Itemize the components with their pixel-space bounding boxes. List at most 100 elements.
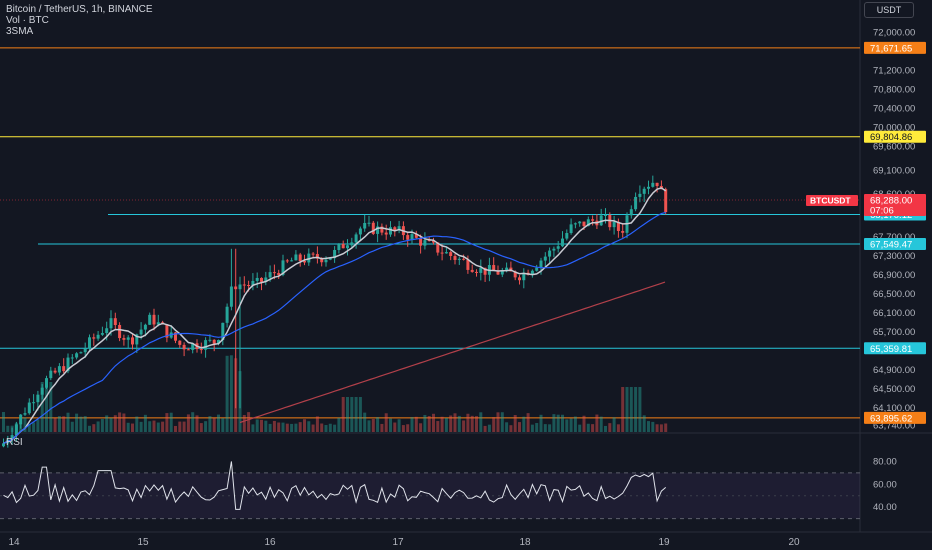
volume-bar [664, 423, 668, 432]
horizontal-levels[interactable] [0, 47, 860, 419]
candle-body [591, 219, 595, 221]
volume-bar [479, 412, 483, 432]
candle-body [397, 226, 401, 231]
volume-bar [401, 425, 405, 432]
current-price-badge[interactable] [864, 194, 926, 216]
candle-body [642, 188, 646, 194]
rsi-legend[interactable]: RSI [6, 437, 23, 448]
level-price-badge[interactable] [864, 130, 926, 143]
volume-bar [616, 424, 620, 432]
volume-bar [57, 416, 61, 432]
candle-body [32, 402, 36, 404]
volume-bar [62, 416, 66, 432]
volume-bar [290, 423, 294, 432]
volume-bar [294, 423, 298, 432]
volume-bar [539, 414, 543, 432]
candle-body [191, 343, 195, 350]
volume-bar [2, 412, 5, 432]
candle-body [543, 256, 547, 261]
candle-body [629, 209, 633, 216]
candle-body [513, 271, 517, 278]
level-price-label: 63,895.62 [870, 413, 912, 424]
rsi-pane[interactable] [0, 461, 860, 520]
candle-body [358, 228, 362, 235]
volume-bar [513, 414, 517, 432]
currency-button[interactable]: USDT [864, 2, 914, 18]
level-price-badge[interactable] [864, 238, 926, 251]
volume-bar [552, 414, 556, 432]
candle-body [217, 340, 220, 344]
candle-body [264, 277, 268, 282]
candle-body [40, 387, 44, 395]
candle-body [88, 337, 91, 349]
volume-bar [242, 414, 246, 432]
volume-bar [500, 412, 504, 432]
volume-bar [105, 415, 109, 432]
candle-body [303, 261, 306, 263]
candle-body [208, 339, 212, 341]
candle-body [255, 277, 259, 281]
volume-bar [126, 422, 130, 432]
volume-bar [109, 417, 113, 432]
level-price-badge[interactable] [864, 411, 926, 424]
candle-body [247, 284, 251, 286]
volume-bar [298, 422, 302, 432]
volume-bar [113, 415, 117, 432]
candle-body [165, 324, 169, 338]
level-price-badge[interactable] [864, 41, 926, 54]
volume-bar [363, 412, 367, 432]
volume-bar [131, 423, 134, 432]
candle-body [432, 240, 435, 243]
volume-bar [143, 414, 147, 432]
candle-body [638, 193, 642, 197]
price-tick-label: 67,700.00 [873, 232, 915, 243]
volume-bar [191, 412, 195, 432]
candle-body [70, 357, 74, 359]
candle-body [229, 286, 233, 307]
candle-body [479, 267, 483, 273]
candle-body [346, 245, 349, 249]
candle-body [505, 267, 509, 272]
volume-bar [75, 413, 79, 432]
candle-body [530, 270, 534, 275]
symbol-badge[interactable] [806, 195, 858, 206]
level-price-badge[interactable] [864, 342, 926, 355]
candle-body [616, 221, 620, 231]
candle-body [57, 366, 61, 373]
time-axis[interactable]: 14 15 16 17 18 19 20 [8, 537, 800, 548]
candle-body [225, 306, 229, 323]
candle-body [311, 253, 315, 255]
volume-bar [225, 355, 229, 432]
candle-body [462, 258, 466, 260]
level-price-label: 67,549.47 [870, 240, 912, 251]
volume-bar [638, 387, 642, 432]
candle-body [199, 349, 203, 351]
candle-body [483, 267, 487, 275]
candle-body [444, 252, 448, 254]
candle-body [23, 413, 27, 415]
volume-bar [518, 422, 521, 432]
candle-body [10, 435, 14, 440]
candle-body [186, 349, 190, 351]
candle-body [100, 333, 104, 335]
candle-body [66, 357, 70, 372]
volume-legend[interactable]: Vol · BTC [6, 15, 49, 26]
candle-body [135, 334, 139, 345]
chart-legend: Bitcoin / TetherUS, 1h, BINANCE Vol · BT… [6, 4, 153, 37]
volume-bar [264, 420, 268, 432]
volume-bar [204, 421, 208, 432]
volume-bar [83, 416, 87, 432]
volume-bar [320, 423, 324, 432]
candle-body [337, 243, 341, 250]
candle-body [333, 249, 337, 259]
sma-legend[interactable]: 3SMA [6, 26, 34, 37]
symbol-title[interactable]: Bitcoin / TetherUS, 1h, BINANCE [6, 4, 153, 15]
candlestick-series[interactable] [2, 175, 668, 448]
candle-body [122, 338, 126, 340]
volume-bar [199, 423, 203, 432]
candle-body [376, 226, 380, 234]
volume-bar [621, 387, 625, 432]
time-tick-label: 16 [264, 537, 276, 548]
price-axis[interactable]: 72,000.00 71,200.00 70,800.00 70,400.00 70,0… [0, 27, 926, 513]
